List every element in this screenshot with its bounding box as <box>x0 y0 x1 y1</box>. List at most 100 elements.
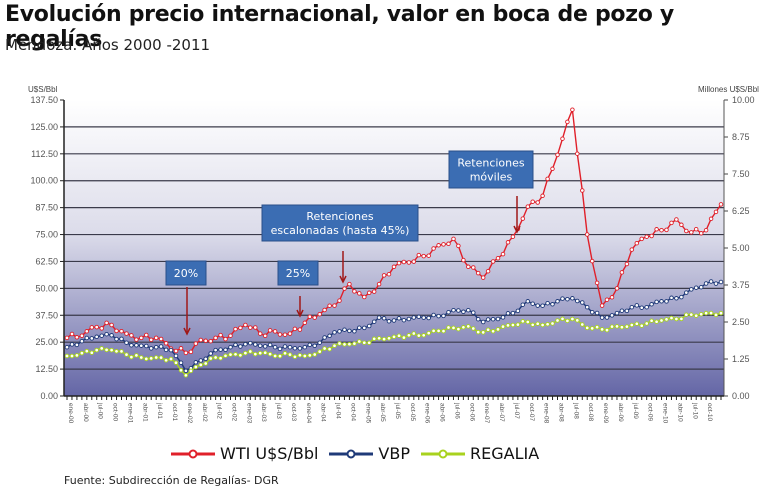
x-tick-label: abr-07 <box>498 403 505 422</box>
x-tick-label: abr-10 <box>676 403 683 422</box>
legend-label-regalia: REGALIA <box>470 444 540 463</box>
x-axis: ene-00 abr-00 jul-00 oct-00 ene-01 abr-01 jul-… <box>66 396 722 424</box>
x-tick-label: oct-02 <box>231 403 238 421</box>
annotation-text: Retenciones <box>457 157 525 170</box>
annotation-text: Retenciones <box>306 210 374 223</box>
right-tick-label: 10.00 <box>732 95 755 105</box>
right-tick-label: 8.75 <box>732 132 750 142</box>
x-tick-label: abr-06 <box>439 403 446 422</box>
x-tick-label: oct-04 <box>349 403 356 421</box>
annotation-box <box>261 204 419 242</box>
left-axis-title: U$S/Bbl <box>28 85 58 94</box>
x-tick-label: abr-09 <box>617 403 624 422</box>
wti-line-marker-icon <box>171 449 215 458</box>
x-tick-label: oct-10 <box>706 403 713 421</box>
series-layer <box>64 107 724 378</box>
left-tick-label: 50.00 <box>35 283 58 293</box>
annotation-text: 25% <box>286 267 310 280</box>
x-tick-label: oct-00 <box>112 403 119 421</box>
right-tick-label: 6.25 <box>732 206 750 216</box>
x-tick-label: ene-08 <box>543 403 550 424</box>
x-tick-label: ene-09 <box>602 403 609 424</box>
left-tick-label: 87.50 <box>35 203 58 213</box>
x-tick-label: ene-01 <box>126 403 133 424</box>
arrow-down-icon <box>513 225 521 234</box>
right-tick-label: 5.00 <box>732 243 750 253</box>
x-tick-label: ene-05 <box>364 403 371 424</box>
right-tick-label: 1.25 <box>732 354 750 364</box>
x-tick-label: oct-01 <box>171 403 178 421</box>
left-tick-label: 75.00 <box>35 230 58 240</box>
x-tick-label: oct-03 <box>290 403 297 421</box>
annotation-text: 20% <box>174 267 198 280</box>
left-tick-label: 137.50 <box>30 95 58 105</box>
left-tick-label: 25.00 <box>35 337 58 347</box>
legend-item-vbp: VBP <box>328 444 410 463</box>
annotation-text: escalonadas (hasta 45%) <box>271 224 410 237</box>
legend-label-wti: WTI U$S/Bbl <box>220 444 319 463</box>
gridlines <box>64 126 724 370</box>
left-tick-label: 37.50 <box>35 310 58 320</box>
x-tick-label: ene-06 <box>424 403 431 424</box>
right-tick-label: 3.75 <box>732 280 750 290</box>
x-tick-label: oct-06 <box>468 403 475 421</box>
annotation-box <box>277 260 319 286</box>
x-tick-label: abr-05 <box>379 403 386 422</box>
right-tick-label: 2.50 <box>732 317 750 327</box>
x-tick-label: ene-00 <box>67 403 74 424</box>
x-tick-label: jul-04 <box>335 402 342 419</box>
x-tick-label: oct-07 <box>528 403 535 421</box>
chart-title: Evolución precio internacional, valor en… <box>5 2 674 52</box>
x-tick-label: jul-10 <box>691 402 698 419</box>
right-tick-label: 7.50 <box>732 169 750 179</box>
chart-subtitle: Mendoza. Años 2000 -2011 <box>5 36 211 54</box>
regalia-line-marker-icon <box>421 449 465 458</box>
x-tick-label: abr-00 <box>82 403 89 422</box>
legend-item-regalia: REGALIA <box>420 444 539 463</box>
left-axis: 0.00 12.50 25.00 37.50 50.00 62.50 75.00 87.50 1… <box>30 95 64 401</box>
x-tick-label: oct-09 <box>647 403 654 421</box>
x-tick-label: jul-07 <box>513 402 520 419</box>
legend: WTI U$S/Bbl VBP REGALIA <box>170 444 539 463</box>
annotation-box <box>165 260 207 286</box>
source-note: Fuente: Subdirección de Regalías- DGR <box>64 474 279 487</box>
left-tick-label: 100.00 <box>30 176 58 186</box>
x-tick-label: jul-09 <box>632 402 639 419</box>
line-chart: U$S/Bbl Millones U$S/Bbl 0.00 12.50 25.00 3… <box>28 85 759 424</box>
legend-item-wti: WTI U$S/Bbl <box>170 444 318 463</box>
arrow-down-icon <box>339 275 347 284</box>
x-tick-label: jul-08 <box>572 402 579 419</box>
right-axis-title: Millones U$S/Bbl <box>698 85 759 94</box>
vbp-line-marker-icon <box>329 449 374 458</box>
x-tick-label: abr-08 <box>558 403 565 422</box>
x-tick-label: jul-01 <box>156 402 163 419</box>
left-tick-label: 12.50 <box>35 364 58 374</box>
x-tick-label: jul-06 <box>453 402 460 419</box>
x-tick-label: jul-05 <box>394 402 401 419</box>
x-tick-label: abr-03 <box>260 403 267 422</box>
x-tick-label: jul-02 <box>216 402 223 419</box>
right-tick-label: 0.00 <box>732 391 750 401</box>
plot-area <box>64 100 724 396</box>
right-axis: 0.00 1.25 2.50 3.75 5.00 6.25 7.50 8.75 10.00 <box>724 95 755 401</box>
x-tick-label: ene-07 <box>483 403 490 424</box>
x-tick-label: ene-02 <box>186 403 193 424</box>
x-tick-label: ene-04 <box>305 403 312 424</box>
x-tick-label: jul-00 <box>97 402 104 419</box>
legend-label-vbp: VBP <box>378 444 410 463</box>
x-tick-label: abr-04 <box>320 403 327 422</box>
left-tick-label: 0.00 <box>40 391 58 401</box>
arrow-down-icon <box>296 309 304 318</box>
x-tick-label: abr-02 <box>201 403 208 422</box>
left-tick-label: 112.50 <box>31 149 58 159</box>
x-tick-label: oct-05 <box>409 403 416 421</box>
x-tick-label: jul-03 <box>275 402 282 419</box>
x-tick-label: oct-08 <box>587 403 594 421</box>
annotation-box <box>448 150 534 189</box>
annotation-text: móviles <box>470 171 513 184</box>
x-tick-label: ene-03 <box>245 403 252 424</box>
x-tick-label: abr-01 <box>141 403 148 422</box>
left-tick-label: 125.00 <box>30 122 58 132</box>
left-tick-label: 62.50 <box>35 256 58 266</box>
